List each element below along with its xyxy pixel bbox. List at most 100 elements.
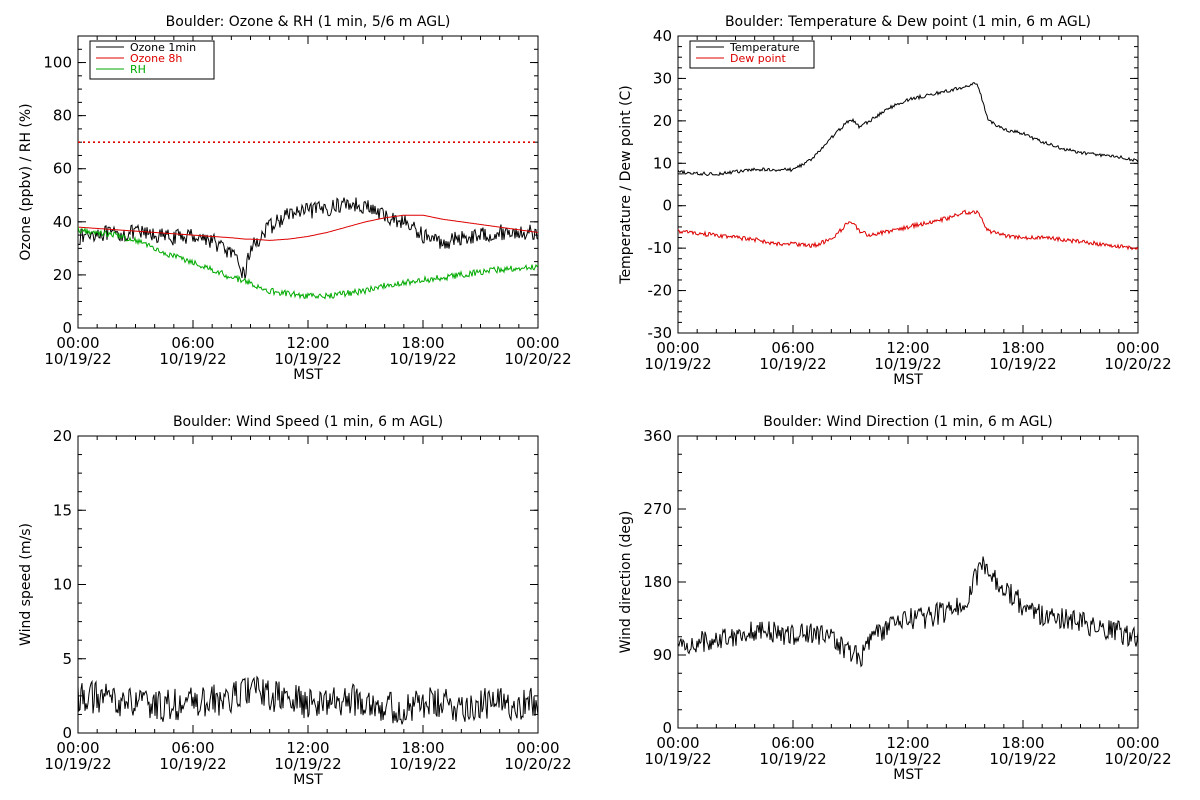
x-tick-label-time: 00:00 [656,734,699,752]
chart-title: Boulder: Temperature & Dew point (1 min,… [725,14,1091,30]
x-tick-label-time: 06:00 [171,739,214,757]
chart-panel-2: Boulder: Temperature & Dew point (1 min,… [618,14,1172,388]
legend-label: RH [130,63,146,76]
series-line-1 [678,556,1138,668]
x-tick-label-time: 18:00 [1001,339,1044,357]
legend-label: Dew point [730,52,786,65]
x-tick-label-date: 10/19/22 [874,355,941,373]
plot-frame [77,35,539,329]
x-tick-label-date: 10/19/22 [274,350,341,368]
x-tick-label-time: 12:00 [286,739,329,757]
x-tick-label-time: 00:00 [656,339,699,357]
x-tick-label-date: 10/20/22 [1104,355,1171,373]
y-tick-label: 20 [653,112,672,130]
y-tick-label: 180 [643,573,672,591]
y-tick-label: 0 [662,197,672,215]
legend-label: Ozone 8h [130,52,182,65]
chart-panel-3: Boulder: Wind Speed (1 min, 6 m AGL) 0 5 10… [18,414,572,788]
legend-label: Temperature [729,41,800,54]
series-line-1 [78,675,538,725]
x-tick-label-date: 10/20/22 [504,755,571,773]
x-tick-label-date: 10/19/22 [644,750,711,768]
x-tick-label-date: 10/19/22 [159,350,226,368]
x-tick-label-date: 10/19/22 [44,350,111,368]
chart-title: Boulder: Wind Speed (1 min, 6 m AGL) [173,414,443,430]
x-tick-label-date: 10/19/22 [759,355,826,373]
x-tick-label-date: 10/20/22 [1104,750,1171,768]
series-line-3 [78,226,538,300]
chart-title: Boulder: Ozone & RH (1 min, 5/6 m AGL) [166,14,451,30]
x-tick-label-date: 10/19/22 [274,755,341,773]
y-tick-label: 20 [53,266,72,284]
x-tick-label-time: 00:00 [516,739,559,757]
x-tick-label-date: 10/19/22 [389,755,456,773]
x-tick-label-date: 10/19/22 [759,750,826,768]
chart-title: Boulder: Wind Direction (1 min, 6 m AGL) [763,414,1052,430]
y-axis-label: Ozone (ppbv) / RH (%) [18,103,34,260]
y-tick-label: 80 [53,107,72,125]
x-tick-label-time: 00:00 [56,739,99,757]
chart-panel-1: Boulder: Ozone & RH (1 min, 5/6 m AGL) 0 2… [18,14,572,383]
y-axis-label: Wind speed (m/s) [18,523,34,646]
x-tick-label-date: 10/19/22 [874,750,941,768]
y-tick-label: 60 [53,160,72,178]
x-tick-label-time: 18:00 [401,334,444,352]
y-tick-label: 40 [653,27,672,45]
y-tick-label: -20 [648,282,673,300]
legend-box [689,40,815,69]
x-tick-label-date: 10/19/22 [159,755,226,773]
x-tick-label-time: 00:00 [56,334,99,352]
y-tick-label: 360 [643,427,672,445]
x-tick-label-time: 00:00 [1116,339,1159,357]
x-tick-label-date: 10/19/22 [644,355,711,373]
x-tick-label-date: 10/19/22 [389,350,456,368]
series-line-1 [678,82,1138,177]
series-line-1 [78,197,538,280]
x-axis-label: MST [893,372,923,388]
x-tick-label-time: 00:00 [516,334,559,352]
x-tick-label-time: 18:00 [1001,734,1044,752]
x-tick-label-time: 12:00 [886,339,929,357]
y-tick-label: 5 [62,650,72,668]
plot-frame [677,35,1139,334]
x-tick-label-date: 10/19/22 [989,750,1056,768]
y-tick-label: 90 [653,646,672,664]
series-line-2 [78,214,538,241]
chart-panel-4: Boulder: Wind Direction (1 min, 6 m AGL)… [618,414,1172,783]
y-tick-label: 0 [62,724,72,742]
y-axis-label: Temperature / Dew point (C) [618,85,634,284]
x-tick-label-time: 06:00 [771,339,814,357]
y-tick-label: 15 [53,501,72,519]
plot-frame [677,435,1139,729]
x-tick-label-time: 18:00 [401,739,444,757]
y-tick-label: 20 [53,427,72,445]
x-tick-label-date: 10/20/22 [504,350,571,368]
y-tick-label: -10 [648,239,673,257]
x-tick-label-time: 12:00 [886,734,929,752]
y-tick-label: 40 [53,213,72,231]
x-tick-label-time: 12:00 [286,334,329,352]
y-tick-label: 0 [62,319,72,337]
x-tick-label-date: 10/19/22 [989,355,1056,373]
x-axis-label: MST [893,767,923,783]
x-axis-label: MST [293,772,323,788]
x-axis-label: MST [293,367,323,383]
x-tick-label-time: 06:00 [771,734,814,752]
y-tick-label: 270 [643,500,672,518]
y-tick-label: 30 [653,69,672,87]
y-tick-label: 10 [653,154,672,172]
y-tick-label: 10 [53,576,72,594]
x-tick-label-time: 00:00 [1116,734,1159,752]
y-tick-label: 0 [662,719,672,737]
x-tick-label-date: 10/19/22 [44,755,111,773]
y-tick-label: 100 [43,54,72,72]
series-line-2 [678,209,1138,251]
plot-frame [77,435,539,734]
y-axis-label: Wind direction (deg) [618,511,634,654]
legend-label: Ozone 1min [130,41,196,54]
y-tick-label: -30 [648,324,673,342]
x-tick-label-time: 06:00 [171,334,214,352]
